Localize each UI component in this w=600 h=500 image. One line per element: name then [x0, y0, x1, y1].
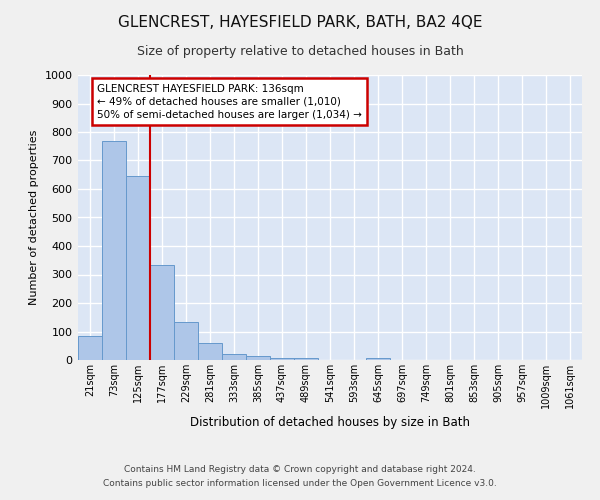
Text: Size of property relative to detached houses in Bath: Size of property relative to detached ho… — [137, 45, 463, 58]
Bar — [126, 176, 150, 360]
Bar — [270, 358, 294, 360]
Y-axis label: Number of detached properties: Number of detached properties — [29, 130, 39, 305]
Bar — [246, 356, 270, 360]
Bar — [78, 336, 102, 360]
Bar — [294, 358, 318, 360]
Bar — [366, 358, 390, 360]
X-axis label: Distribution of detached houses by size in Bath: Distribution of detached houses by size … — [190, 416, 470, 430]
Text: GLENCREST, HAYESFIELD PARK, BATH, BA2 4QE: GLENCREST, HAYESFIELD PARK, BATH, BA2 4Q… — [118, 15, 482, 30]
Bar — [150, 264, 174, 360]
Text: Contains HM Land Registry data © Crown copyright and database right 2024.
Contai: Contains HM Land Registry data © Crown c… — [103, 466, 497, 487]
Bar — [102, 140, 126, 360]
Bar — [174, 322, 198, 360]
Bar — [198, 343, 222, 360]
Text: GLENCREST HAYESFIELD PARK: 136sqm
← 49% of detached houses are smaller (1,010)
5: GLENCREST HAYESFIELD PARK: 136sqm ← 49% … — [97, 84, 362, 120]
Bar — [222, 354, 246, 360]
